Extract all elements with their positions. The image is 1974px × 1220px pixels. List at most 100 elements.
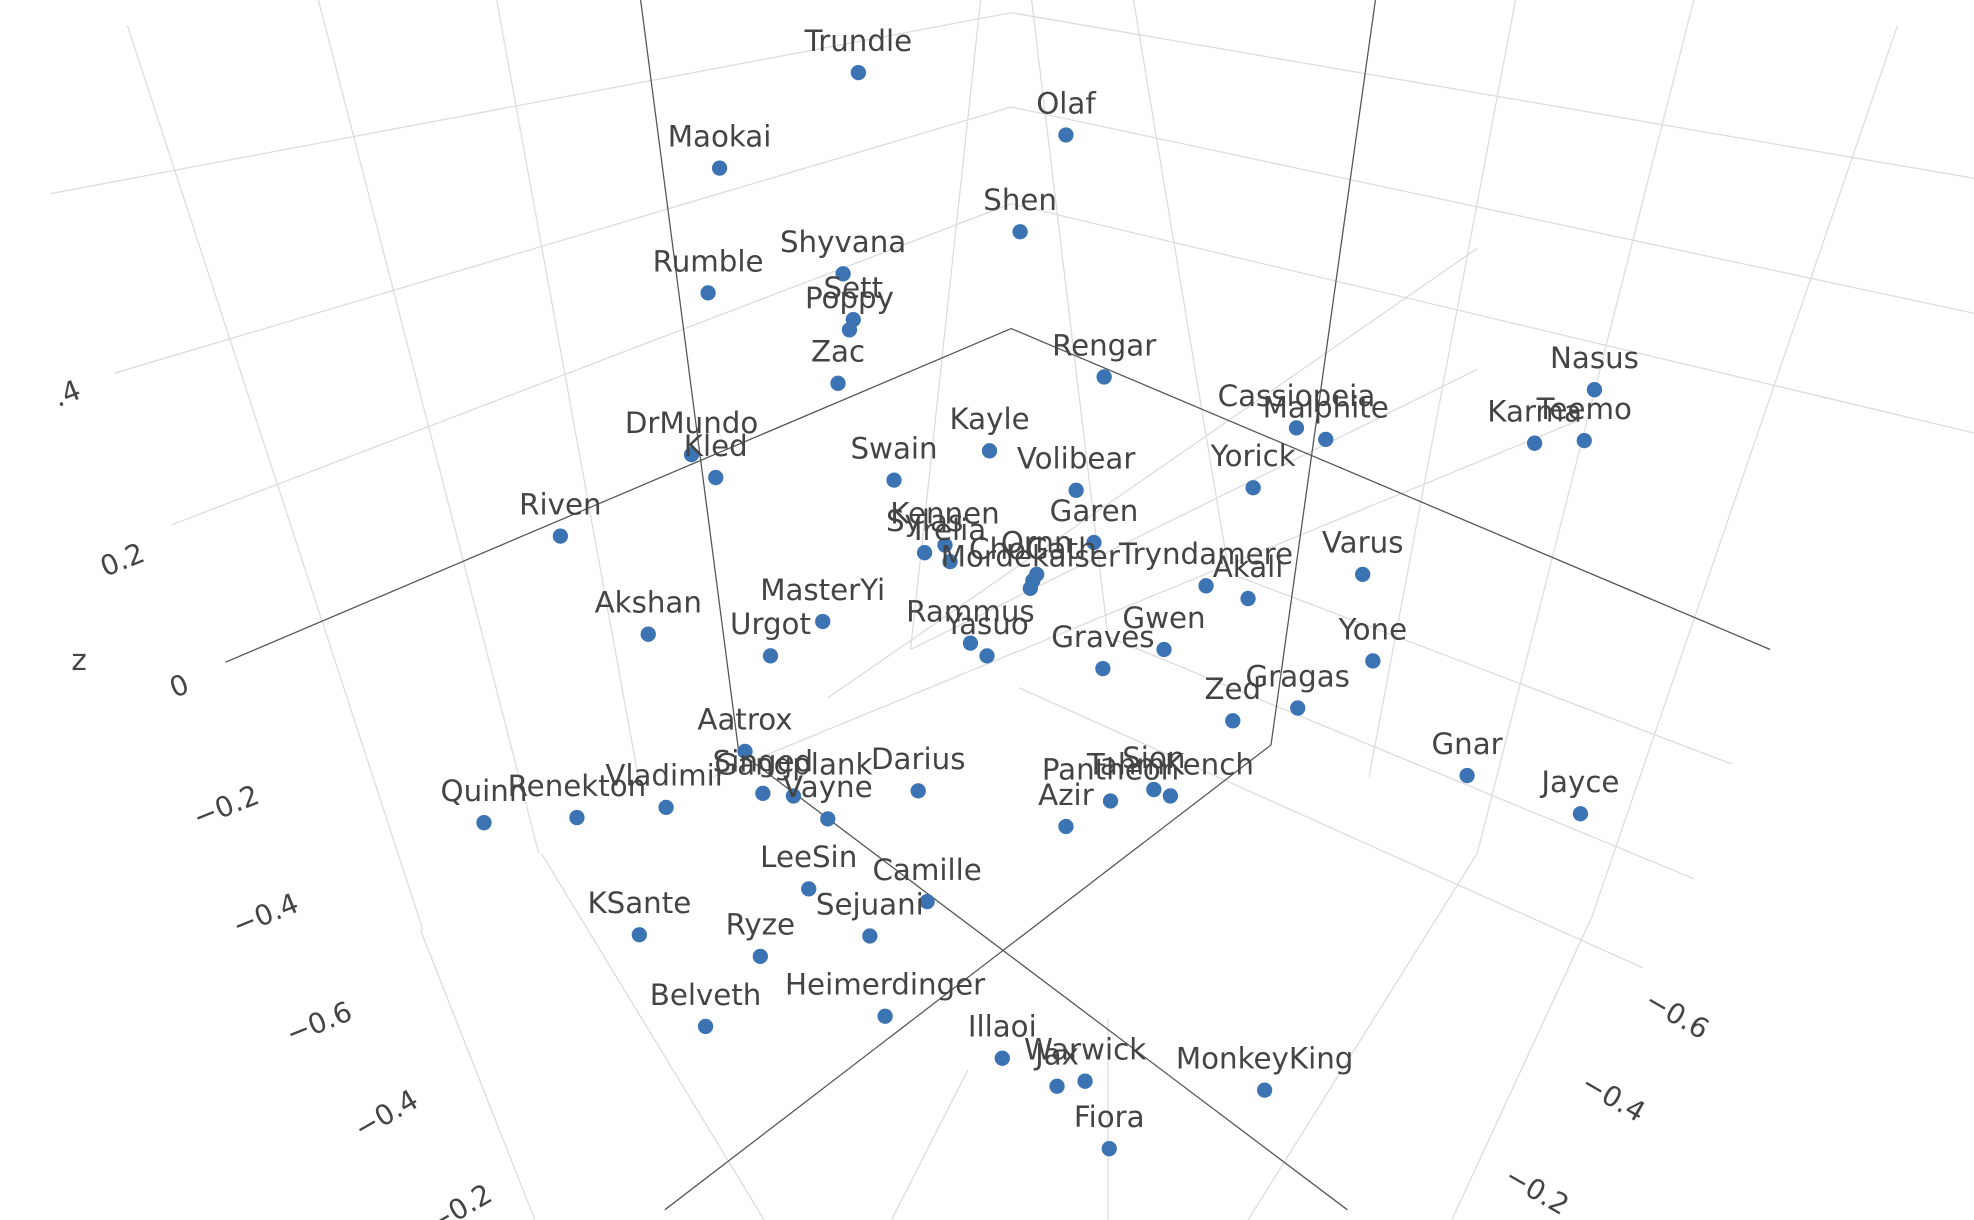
point-marker — [683, 446, 700, 463]
point-marker — [1086, 534, 1102, 551]
point-marker — [1355, 566, 1371, 582]
data-point: Camille — [872, 853, 982, 910]
data-point: Swain — [850, 431, 938, 488]
point-marker — [1288, 420, 1305, 436]
point-label: Irelia — [914, 513, 986, 547]
data-point: Nasus — [1550, 341, 1639, 398]
data-point: Volibear — [1017, 442, 1136, 498]
point-marker — [752, 948, 768, 965]
data-point: Olaf — [1036, 86, 1096, 143]
point-label: Volibear — [1017, 442, 1136, 476]
data-point: ChoGath — [969, 532, 1097, 589]
data-point: Irelia — [914, 513, 986, 570]
data-point: Ryze — [726, 908, 795, 965]
point-label: Ornn — [1001, 526, 1073, 560]
data-point: Renekton — [508, 769, 647, 826]
point-label: Kayle — [949, 402, 1029, 436]
point-marker — [1290, 700, 1306, 716]
point-marker — [1058, 818, 1074, 835]
point-label: TahmKench — [1086, 747, 1254, 781]
point-label: Akali — [1213, 550, 1284, 584]
point-label: Nasus — [1550, 341, 1639, 375]
data-point: MasterYi — [760, 573, 885, 630]
data-point: Cassiopeia — [1218, 379, 1376, 436]
point-label: Gwen — [1122, 601, 1205, 635]
point-label: Quinn — [441, 774, 528, 808]
point-marker — [841, 322, 858, 338]
data-point: Shen — [983, 183, 1057, 240]
point-label: Jax — [1033, 1038, 1079, 1072]
point-label: Maokai — [668, 119, 772, 153]
point-label: Cassiopeia — [1218, 379, 1376, 413]
point-label: Belveth — [650, 978, 762, 1012]
data-point: Vladimir — [605, 759, 728, 816]
data-point: Vayne — [783, 770, 873, 827]
point-label: Swain — [850, 431, 937, 465]
data-point: DrMundo — [625, 406, 758, 463]
point-marker — [1459, 767, 1475, 784]
data-point: Jax — [1033, 1038, 1079, 1094]
point-label: Renekton — [508, 769, 647, 803]
data-point: Varus — [1322, 526, 1403, 582]
data-point: Gragas — [1245, 659, 1350, 716]
data-point: Belveth — [650, 978, 762, 1035]
data-point: Yasuo — [944, 607, 1029, 664]
data-point: Jayce — [1539, 765, 1619, 822]
data-point: Malphite — [1263, 391, 1389, 447]
point-label: Sett — [823, 271, 883, 305]
point-label: Darius — [871, 742, 965, 776]
point-label: Yone — [1338, 612, 1407, 646]
point-marker — [962, 635, 979, 651]
point-marker — [700, 285, 716, 301]
data-point: Gwen — [1122, 601, 1206, 658]
data-point: Gnar — [1431, 727, 1504, 784]
point-marker — [1245, 480, 1261, 496]
point-label: Gangplank — [714, 747, 872, 781]
point-label: Sylas — [886, 504, 963, 538]
point-marker — [862, 928, 878, 944]
point-marker — [1365, 653, 1381, 669]
point-label: Vladimir — [605, 759, 727, 793]
data-point: Graves — [1051, 620, 1155, 677]
point-marker — [1256, 1082, 1273, 1098]
point-label: Yasuo — [944, 607, 1029, 641]
point-label: DrMundo — [625, 406, 758, 440]
data-point: Sylas — [886, 504, 963, 561]
point-label: Teemo — [1536, 392, 1632, 426]
point-marker — [981, 443, 998, 459]
point-label: Rumble — [653, 244, 764, 278]
point-marker — [1240, 590, 1256, 607]
point-marker — [1572, 806, 1589, 822]
data-point: Kayle — [949, 402, 1030, 459]
data-point: Maokai — [668, 119, 772, 176]
data-point: Poppy — [805, 281, 894, 338]
data-point: Urgot — [730, 607, 811, 664]
point-label: Malphite — [1263, 391, 1389, 425]
point-label: Karma — [1487, 395, 1582, 429]
point-marker — [994, 1050, 1010, 1066]
point-marker — [658, 799, 674, 816]
point-marker — [1225, 713, 1241, 729]
point-label: Vayne — [783, 770, 873, 804]
point-marker — [1096, 369, 1112, 385]
data-point: Aatrox — [697, 703, 793, 759]
data-point: Riven — [519, 487, 602, 544]
point-marker — [886, 472, 902, 488]
point-marker — [476, 815, 492, 831]
point-label: Zac — [811, 335, 865, 369]
z-axis-title: z — [71, 643, 86, 677]
point-label: Trundle — [804, 24, 912, 58]
data-point: Karma — [1487, 395, 1582, 451]
point-label: Graves — [1051, 620, 1154, 654]
point-marker — [755, 785, 771, 802]
point-marker — [1102, 793, 1119, 809]
point-marker — [569, 809, 585, 826]
point-marker — [801, 881, 817, 897]
point-marker — [820, 811, 836, 827]
data-point: Sion — [1122, 741, 1185, 798]
data-point: Darius — [871, 742, 965, 799]
point-label: Gragas — [1245, 659, 1349, 693]
point-label: Urgot — [730, 607, 811, 641]
data-point: Yorick — [1210, 439, 1296, 496]
